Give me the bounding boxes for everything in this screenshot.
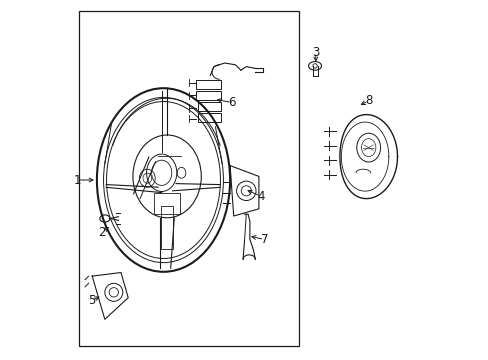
Text: 2: 2 xyxy=(99,226,106,239)
Ellipse shape xyxy=(133,135,201,218)
Text: 4: 4 xyxy=(256,190,264,203)
Text: 7: 7 xyxy=(260,233,267,246)
Bar xyxy=(79,11,298,346)
Text: 8: 8 xyxy=(364,94,372,107)
Ellipse shape xyxy=(308,62,321,70)
Text: 1: 1 xyxy=(73,174,81,186)
Text: 6: 6 xyxy=(228,96,235,109)
Text: 3: 3 xyxy=(311,46,319,59)
Text: 5: 5 xyxy=(88,294,95,307)
